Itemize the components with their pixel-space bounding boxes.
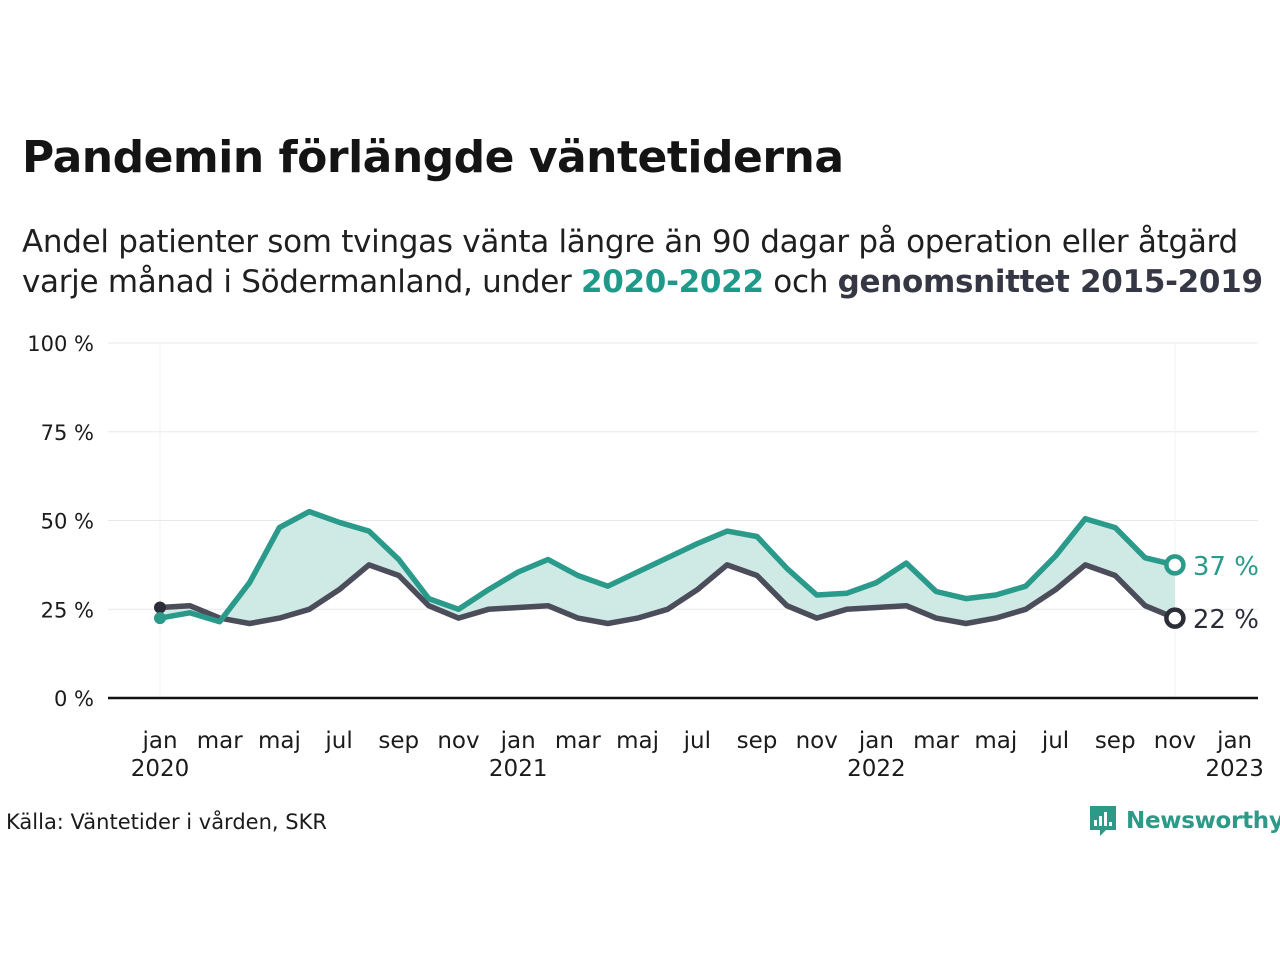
subtitle-prefix: varje månad i Södermanland, under — [22, 264, 581, 300]
x-tick-label: sep — [737, 728, 778, 754]
chart-title: Pandemin förlängde väntetiderna — [22, 132, 844, 183]
x-tick-label: nov — [796, 728, 838, 754]
x-tick-year-label: 2020 — [131, 756, 190, 782]
end-point-average — [1164, 607, 1186, 629]
x-tick-label: jul — [1041, 728, 1069, 754]
x-tick-label: mar — [197, 728, 243, 754]
x-tick-label: mar — [555, 728, 601, 754]
series-line-current — [157, 508, 1178, 625]
x-tick-label: jan — [1216, 728, 1252, 754]
x-tick-label: jan — [141, 728, 177, 754]
series-lines — [154, 508, 1186, 629]
subtitle-mid: och — [763, 264, 838, 300]
x-tick-label: jan — [500, 728, 536, 754]
subtitle-legend-average: genomsnittet 2015-2019 — [837, 264, 1263, 300]
subtitle-line-2: varje månad i Södermanland, under 2020-2… — [22, 262, 1263, 302]
y-tick-label: 50 % — [41, 510, 94, 534]
y-tick-label: 75 % — [41, 421, 94, 445]
x-tick-label: jul — [683, 728, 711, 754]
start-point-current — [154, 612, 166, 625]
y-tick-label: 25 % — [41, 598, 94, 622]
subtitle-legend-current: 2020-2022 — [581, 264, 764, 300]
x-tick-label: nov — [1154, 728, 1196, 754]
y-tick-label: 100 % — [27, 332, 94, 356]
x-tick-label: jan — [858, 728, 894, 754]
newsworthy-logo: Newsworthy — [1088, 804, 1280, 838]
difference-area-fill — [160, 511, 1175, 624]
y-tick-label: 0 % — [54, 687, 94, 711]
chart-subtitle: Andel patienter som tvingas vänta längre… — [22, 222, 1263, 302]
end-label-average: 22 % — [1193, 605, 1259, 635]
end-labels: 37 % 22 % — [1193, 552, 1259, 635]
x-tick-label: nov — [437, 728, 479, 754]
x-tick-label: maj — [616, 728, 659, 754]
x-tick-label: sep — [1095, 728, 1136, 754]
x-tick-year-label: 2021 — [489, 756, 548, 782]
subtitle-line-1: Andel patienter som tvingas vänta längre… — [22, 224, 1238, 260]
x-tick-label: mar — [913, 728, 959, 754]
end-label-current: 37 % — [1193, 552, 1259, 582]
x-tick-label: maj — [974, 728, 1017, 754]
x-tick-label: jul — [324, 728, 352, 754]
start-point-average — [154, 601, 166, 614]
source-note: Källa: Väntetider i vården, SKR — [6, 810, 327, 834]
x-tick-label: sep — [378, 728, 419, 754]
difference-area — [160, 511, 1175, 624]
x-tick-year-label: 2022 — [847, 756, 906, 782]
newsworthy-logo-icon — [1090, 806, 1116, 836]
series-line-average — [157, 562, 1178, 627]
newsworthy-logo-text: Newsworthy — [1126, 808, 1280, 834]
x-tick-year-label: 2023 — [1205, 756, 1264, 782]
x-tick-label: maj — [258, 728, 301, 754]
end-point-current — [1164, 554, 1186, 576]
